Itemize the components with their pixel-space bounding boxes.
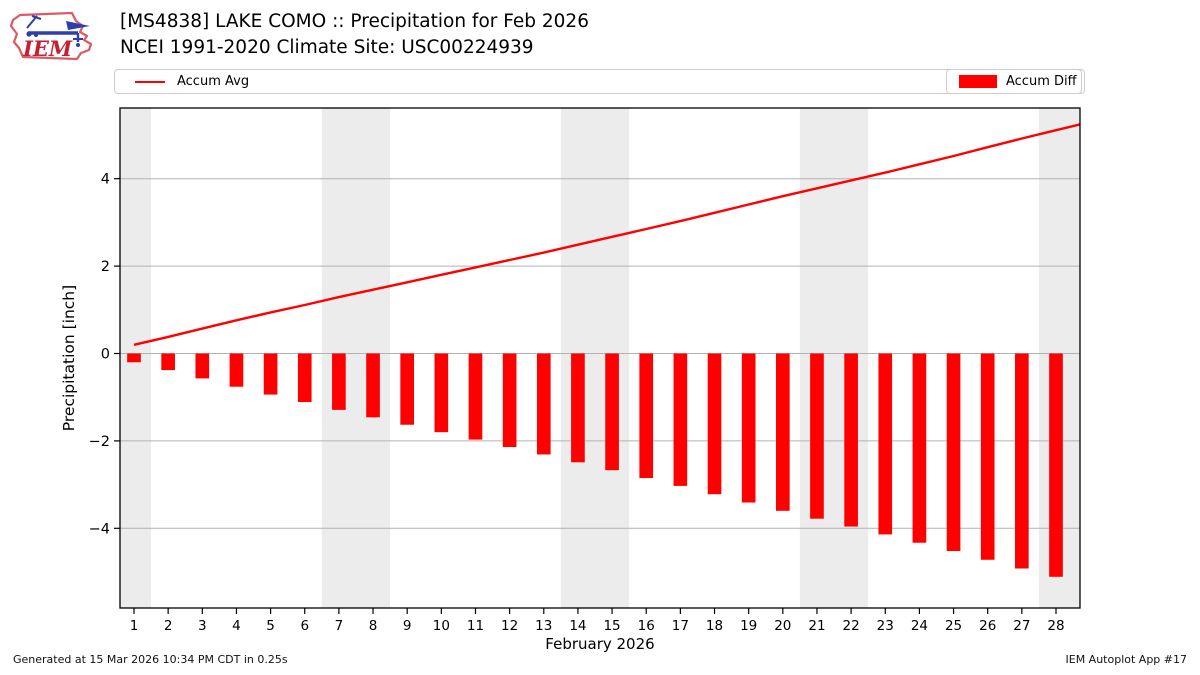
- y-tick-label: 0: [101, 347, 110, 363]
- accum-diff-bar: [127, 353, 141, 363]
- accum-diff-bar: [946, 353, 961, 552]
- x-tick-label: 13: [535, 618, 552, 634]
- accum-diff-bar: [912, 353, 927, 543]
- accum-diff-bar: [810, 353, 824, 519]
- x-tick-label: 22: [843, 618, 860, 634]
- x-axis-label: February 2026: [545, 635, 654, 653]
- y-tick-label: −2: [89, 434, 110, 450]
- x-tick-label: 17: [672, 618, 689, 634]
- x-tick-label: 15: [603, 618, 620, 634]
- legend-accum-diff: Accum Diff: [946, 69, 1082, 94]
- accum-avg-line: [133, 123, 1081, 346]
- generated-timestamp: Generated at 15 Mar 2026 10:34 PM CDT in…: [13, 653, 288, 666]
- accum-diff-bar: [229, 353, 244, 387]
- accum-diff-bar: [775, 353, 790, 511]
- page-title: [MS4838] LAKE COMO :: Precipitation for …: [120, 11, 589, 32]
- logo-text: IEM: [22, 36, 73, 61]
- accum-diff-bar: [980, 353, 995, 560]
- x-tick-label: 9: [403, 618, 412, 634]
- accum-diff-bar: [707, 353, 722, 495]
- anemometer-icon: [26, 15, 90, 47]
- axis-tick-labels: 420−2−41 2 3 4 5 6 7 8 9 10 11 12 13 14 15 16 17 18 19 20 21…: [89, 172, 1065, 634]
- axis-ticks: [114, 178, 1057, 614]
- accum-diff-bar: [434, 353, 449, 433]
- x-tick-label: 11: [467, 618, 484, 634]
- x-tick-label: 25: [945, 618, 962, 634]
- x-tick-label: 20: [774, 618, 791, 634]
- x-tick-label: 19: [740, 618, 757, 634]
- x-tick-label: 4: [232, 618, 241, 634]
- accum-diff-bar: [673, 353, 688, 486]
- x-tick-label: 6: [300, 618, 309, 634]
- x-tick-label: 7: [335, 618, 344, 634]
- x-tick-label: 2: [164, 618, 173, 634]
- accum-diff-bar: [332, 353, 346, 410]
- x-tick-label: 14: [569, 618, 586, 634]
- accum-diff-bar: [1015, 353, 1029, 569]
- x-tick-label: 1: [130, 618, 139, 634]
- x-tick-label: 24: [911, 618, 928, 634]
- y-tick-label: 4: [101, 172, 110, 188]
- x-tick-label: 5: [266, 618, 275, 634]
- autoplot-app-credit: IEM Autoplot App #17: [1065, 653, 1188, 666]
- accum-diff-bar: [844, 353, 858, 527]
- accum-diff-bar: [571, 353, 585, 463]
- accum-diff-bar-swatch-icon: [959, 75, 997, 88]
- accum-avg-line-swatch-icon: [135, 80, 165, 83]
- accum-diff-bar: [536, 353, 551, 455]
- x-tick-label: 10: [433, 618, 450, 634]
- plot-border: [119, 107, 1081, 609]
- x-tick-label: 16: [638, 618, 655, 634]
- accum-diff-bar: [878, 353, 893, 535]
- accum-diff-bars: [127, 353, 1063, 577]
- y-axis-label: Precipitation [inch]: [60, 285, 78, 431]
- x-tick-label: 28: [1047, 618, 1064, 634]
- title-block: [MS4838] LAKE COMO :: Precipitation for …: [120, 9, 589, 61]
- accum-diff-bar: [161, 353, 175, 371]
- x-tick-label: 21: [808, 618, 825, 634]
- legend-accum-avg: Accum Avg: [114, 69, 1085, 94]
- accum-diff-bar: [297, 353, 312, 403]
- x-tick-label: 23: [877, 618, 894, 634]
- x-tick-label: 8: [369, 618, 378, 634]
- y-tick-label: −4: [89, 521, 110, 537]
- accum-diff-bar: [502, 353, 517, 448]
- accum-diff-bar: [263, 353, 278, 395]
- accum-diff-bar: [639, 353, 654, 479]
- y-tick-label: 2: [101, 259, 110, 275]
- accum-diff-bar: [1049, 353, 1063, 577]
- accum-diff-label: Accum Diff: [1006, 74, 1077, 89]
- x-tick-label: 3: [198, 618, 207, 634]
- page-subtitle: NCEI 1991-2020 Climate Site: USC00224939: [120, 37, 534, 58]
- x-tick-label: 26: [979, 618, 996, 634]
- accum-diff-bar: [741, 353, 756, 503]
- x-tick-label: 27: [1013, 618, 1030, 634]
- accum-diff-bar: [400, 353, 415, 425]
- x-tick-label: 18: [706, 618, 723, 634]
- x-tick-label: 12: [501, 618, 518, 634]
- accum-diff-bar: [366, 353, 380, 418]
- accum-diff-bar: [605, 353, 619, 471]
- accum-diff-bar: [195, 353, 210, 379]
- iem-logo: IEM: [9, 11, 93, 61]
- accum-avg-label: Accum Avg: [177, 74, 250, 89]
- accum-diff-bar: [468, 353, 483, 440]
